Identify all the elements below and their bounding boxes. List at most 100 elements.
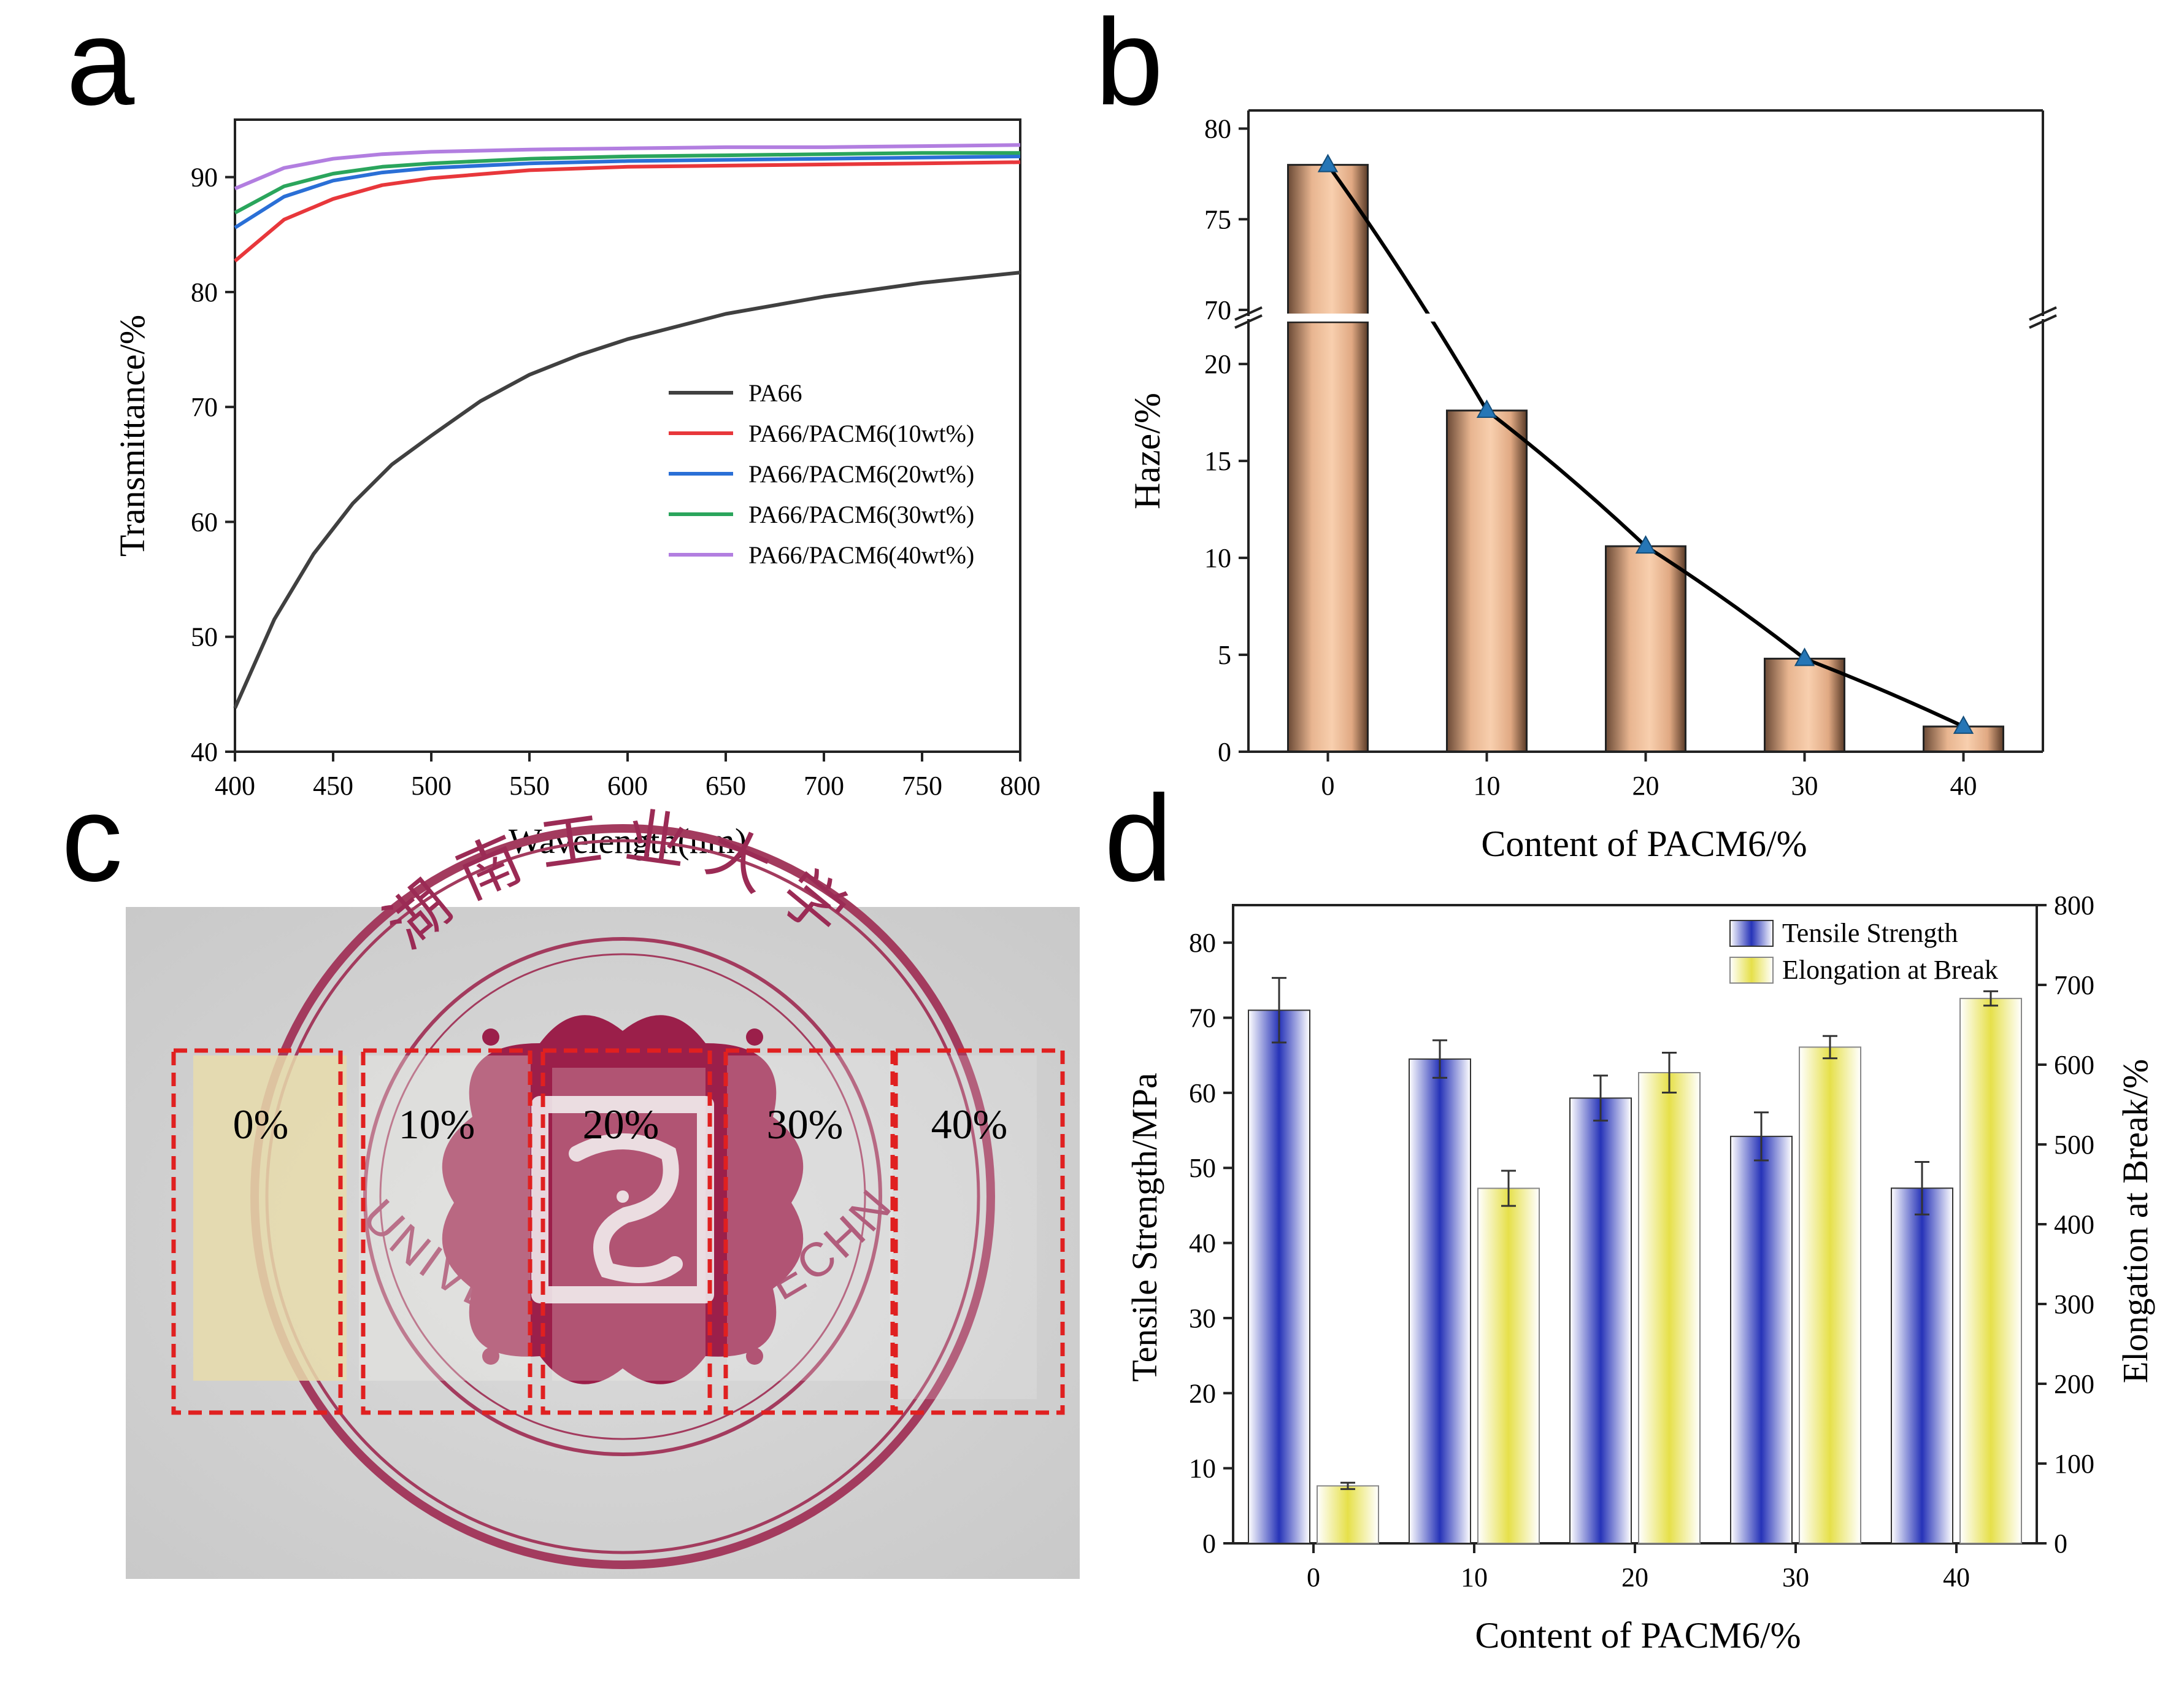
y-tick-label-d-right: 100 (2054, 1449, 2094, 1479)
legend-label-tensile: Tensile Strength (1782, 918, 1958, 948)
haze-marker (1317, 153, 1339, 172)
y-tick-label-d-left: 30 (1189, 1303, 1216, 1333)
mechanical-bars (1248, 977, 2022, 1545)
dashed-box (540, 1048, 712, 1415)
film-sample-30 (727, 1055, 893, 1381)
mechanical-axes: 0102030405060708001002003004005006007008… (1189, 890, 2094, 1592)
legend-swatch-elongation (1729, 957, 1774, 984)
y-tick-label-a: 90 (191, 163, 218, 193)
sample-label-20: 20% (583, 1101, 659, 1148)
x-axis-label-d: Content of PACM6/% (1475, 1615, 1801, 1656)
legend-label-a: PA66/PACM6(10wt%) (748, 420, 974, 447)
haze-trend-line (1250, 153, 2042, 734)
tensile-bar (1248, 1009, 1310, 1544)
tensile-bar (1891, 1187, 1953, 1545)
sample-label-0: 0% (233, 1101, 289, 1148)
series-line-PACM6_20 (234, 154, 1021, 230)
y-tick-label-a: 50 (191, 622, 218, 652)
y-tick-label-d-left: 80 (1189, 928, 1216, 958)
haze-bar (1446, 409, 1528, 753)
x-tick-label-b: 10 (1474, 771, 1501, 801)
y-tick-label-d-right: 600 (2054, 1050, 2094, 1080)
film-sample-40 (890, 1055, 1037, 1399)
break-mark (1234, 314, 1263, 329)
legend-label-elongation: Elongation at Break (1782, 955, 1998, 985)
y-tick-label-d-left: 10 (1189, 1454, 1216, 1484)
x-tick-label-b: 20 (1632, 771, 1659, 801)
y-tick-label-b: 0 (1218, 737, 1231, 767)
x-tick-label-a: 600 (607, 771, 648, 801)
tensile-bar (1730, 1135, 1793, 1544)
y-tick-label-d-left: 0 (1202, 1529, 1216, 1559)
y-tick-label-b: 80 (1204, 114, 1231, 144)
x-tick-label-a: 400 (215, 771, 255, 801)
elongation-bar (1477, 1187, 1540, 1544)
dashed-box (893, 1048, 1065, 1415)
x-tick-label-a: 750 (902, 771, 942, 801)
y-tick-label-b: 70 (1204, 295, 1231, 325)
mechanical-legend: Tensile Strength Elongation at Break (1729, 918, 1998, 985)
axis-break-gap (1250, 314, 2042, 322)
y-tick-label-d-left: 70 (1189, 1003, 1216, 1033)
y-axis-label-d-left: Tensile Strength/MPa (1125, 1073, 1164, 1381)
series-line-PACM6_40 (234, 143, 1021, 191)
haze-marker (1953, 715, 1974, 734)
y-tick-label-d-left: 40 (1189, 1229, 1216, 1259)
tensile-bar (1569, 1097, 1632, 1544)
x-tick-label-a: 650 (706, 771, 746, 801)
haze-axes: 0 5 10 15 20 70 75 80 0 10 20 30 40 (1204, 109, 2057, 801)
film-sample-0 (193, 1055, 347, 1381)
film-sample-10 (359, 1055, 531, 1381)
haze-bar-lower (1287, 321, 1369, 753)
y-axis-label-a: Transmittance/% (112, 315, 152, 557)
y-tick-label-d-right: 300 (2054, 1289, 2094, 1319)
y-tick-label-d-right: 800 (2054, 890, 2094, 920)
x-tick-label-b: 40 (1950, 771, 1977, 801)
dashed-box (723, 1048, 895, 1415)
transmittance-chart: 400 450 500 550 600 650 700 750 800405060708090 … (112, 118, 1040, 861)
y-tick-label-d-left: 60 (1189, 1078, 1216, 1108)
y-tick-label-b: 75 (1204, 204, 1231, 234)
mechanical-chart: 0102030405060708001002003004005006007008… (1125, 890, 2155, 1656)
haze-bar-upper (1287, 164, 1369, 317)
y-axis-label-d-right: Elongation at Break/% (2115, 1059, 2155, 1383)
y-tick-label-d-right: 400 (2054, 1209, 2094, 1240)
haze-marker (1794, 647, 1815, 666)
film-sample-20 (552, 1068, 706, 1381)
panel-label-d: d (1104, 770, 1172, 907)
x-tick-label-d: 10 (1461, 1562, 1488, 1592)
y-tick-label-a: 40 (191, 737, 218, 767)
break-mark (2029, 306, 2057, 321)
y-tick-label-a: 80 (191, 277, 218, 307)
tensile-bar (1409, 1058, 1471, 1544)
x-tick-label-a: 500 (411, 771, 452, 801)
haze-chart: 0 5 10 15 20 70 75 80 0 10 20 30 40 Content of PACM6… (1127, 109, 2057, 864)
elongation-bar (1959, 998, 2022, 1544)
y-tick-label-b: 10 (1204, 543, 1231, 573)
series-line-PA66 (233, 271, 1021, 709)
panel-label-b: b (1095, 0, 1163, 131)
dashed-boxes (171, 1048, 1065, 1415)
elongation-bar (1799, 1046, 1861, 1544)
y-tick-label-d-right: 200 (2054, 1369, 2094, 1399)
x-tick-label-d: 20 (1621, 1562, 1648, 1592)
series-line-PACM6_10 (234, 160, 1021, 263)
elongation-bar (1638, 1072, 1701, 1544)
y-tick-label-d-right: 500 (2054, 1130, 2094, 1160)
break-mark (1234, 306, 1263, 321)
haze-bar (1764, 657, 1845, 753)
legend-label-a: PA66/PACM6(40wt%) (748, 541, 974, 569)
panel-label-c: c (61, 770, 123, 907)
y-tick-label-b: 20 (1204, 349, 1231, 379)
x-tick-label-a: 550 (509, 771, 550, 801)
x-tick-label-b: 0 (1321, 771, 1335, 801)
break-mark (2029, 314, 2057, 329)
legend-swatch-tensile (1729, 920, 1774, 947)
legend-label-a: PA66/PACM6(30wt%) (748, 501, 974, 528)
sample-label-10: 10% (399, 1101, 475, 1148)
panel-label-a: a (66, 0, 135, 131)
y-tick-label-d-right: 0 (2054, 1529, 2067, 1559)
elongation-bar (1317, 1485, 1379, 1544)
sample-label-40: 40% (931, 1101, 1008, 1148)
y-tick-label-b: 5 (1218, 640, 1231, 670)
